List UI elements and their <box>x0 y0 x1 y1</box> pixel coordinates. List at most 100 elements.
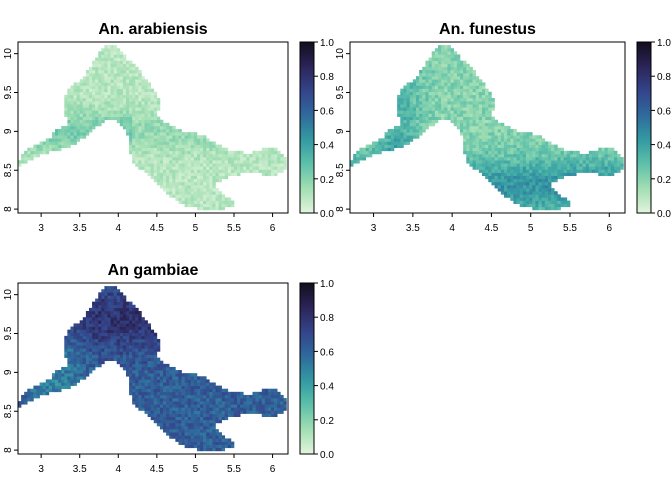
raster-cell <box>434 54 439 58</box>
legend-swatch <box>300 139 314 142</box>
raster-cell <box>107 345 111 349</box>
raster-cell <box>82 122 87 127</box>
x-tick-label: 4 <box>116 223 122 234</box>
raster-cell <box>243 160 247 164</box>
raster-cell <box>147 157 151 161</box>
raster-cell <box>156 157 161 161</box>
raster-cell <box>150 113 155 117</box>
raster-cell <box>156 138 161 142</box>
raster-cell <box>237 407 241 411</box>
raster-cell <box>203 426 207 430</box>
raster-cell <box>187 407 192 411</box>
raster-cell <box>200 376 204 380</box>
raster-cell <box>434 63 439 68</box>
raster-cell <box>110 85 114 89</box>
raster-cell <box>156 153 161 158</box>
raster-cell <box>227 413 232 417</box>
raster-cell <box>24 150 28 155</box>
raster-cell <box>138 163 142 167</box>
raster-cell <box>144 169 148 173</box>
raster-cell <box>122 60 127 65</box>
raster-cell <box>434 88 439 93</box>
raster-cell <box>551 200 555 204</box>
raster-cell <box>153 351 158 355</box>
raster-cell <box>129 370 133 374</box>
raster-cell <box>150 160 155 164</box>
raster-cell <box>187 132 192 136</box>
raster-cell <box>110 326 114 330</box>
raster-cell <box>104 57 108 61</box>
raster-cell <box>472 88 477 93</box>
raster-cell <box>147 104 151 108</box>
legend-swatch <box>300 356 314 359</box>
raster-cell <box>453 69 458 74</box>
raster-cell <box>548 172 552 176</box>
raster-cell <box>138 107 142 111</box>
raster-cell <box>122 357 127 362</box>
raster-cell <box>73 107 77 111</box>
raster-cell <box>169 432 173 436</box>
raster-cell <box>488 150 492 155</box>
raster-cell <box>422 129 426 133</box>
raster-cell <box>475 110 480 114</box>
raster-cell <box>138 69 142 74</box>
raster-cell <box>453 122 458 127</box>
raster-cell <box>243 166 247 170</box>
raster-cell <box>82 360 87 365</box>
raster-cell <box>95 119 99 124</box>
raster-cell <box>193 388 198 393</box>
raster-cell <box>159 370 164 374</box>
raster-cell <box>206 160 210 164</box>
raster-cell <box>64 144 68 149</box>
raster-cell <box>209 385 213 390</box>
raster-cell <box>76 132 81 136</box>
raster-cell <box>453 57 458 61</box>
raster-cell <box>516 185 521 189</box>
raster-cell <box>126 360 130 365</box>
legend-swatch <box>300 146 314 149</box>
raster-cell <box>113 348 118 352</box>
raster-cell <box>119 88 124 93</box>
raster-cell <box>119 82 124 86</box>
raster-cell <box>209 391 213 396</box>
raster-cell <box>450 97 455 102</box>
raster-cell <box>456 122 461 127</box>
raster-cell <box>21 398 25 402</box>
raster-cell <box>240 391 244 396</box>
raster-cell <box>453 60 458 65</box>
raster-cell <box>98 307 102 312</box>
raster-cell <box>576 157 580 161</box>
raster-cell <box>166 429 170 433</box>
raster-cell <box>406 104 411 108</box>
raster-cell <box>187 422 192 427</box>
raster-cell <box>184 150 189 155</box>
raster-cell <box>206 169 210 173</box>
raster-cell <box>98 79 102 83</box>
raster-cell <box>271 401 275 405</box>
legend-swatch <box>637 95 651 98</box>
raster-cell <box>190 135 195 139</box>
raster-cell <box>181 438 185 442</box>
raster-cell <box>478 119 483 124</box>
raster-cell <box>460 82 464 86</box>
legend-swatch <box>637 106 651 110</box>
raster-cell <box>141 360 145 365</box>
raster-cell <box>516 147 521 152</box>
raster-cell <box>190 138 195 142</box>
raster-cell <box>107 332 111 337</box>
legend-swatch <box>300 334 314 337</box>
raster-cell <box>190 388 195 393</box>
raster-cell <box>243 153 247 158</box>
raster-cell <box>101 310 105 315</box>
legend-swatch <box>300 182 314 185</box>
raster-cell <box>494 144 499 149</box>
raster-cell <box>88 314 93 318</box>
raster-cell <box>27 153 31 158</box>
legend-swatch <box>300 363 314 366</box>
raster-cell <box>144 407 148 411</box>
raster-cell <box>36 394 40 399</box>
raster-cell <box>532 197 536 201</box>
legend-swatch <box>300 394 314 397</box>
raster-cell <box>400 138 404 142</box>
raster-cell <box>95 113 99 117</box>
